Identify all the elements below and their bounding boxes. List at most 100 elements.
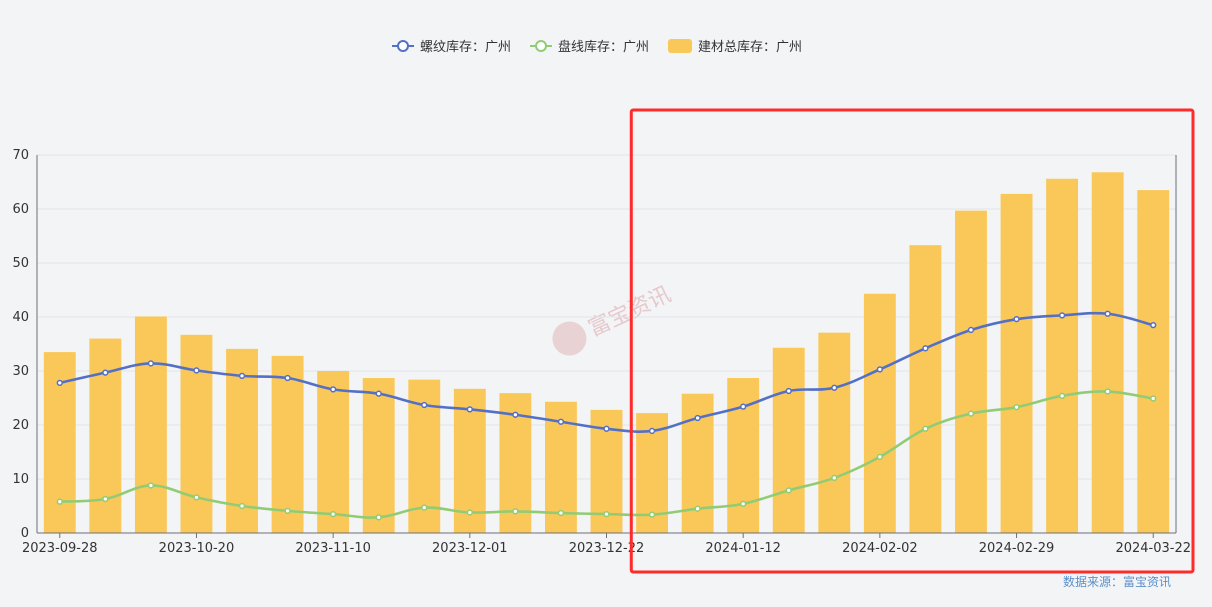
series-point (648, 427, 656, 435)
y-tick-label: 20 (12, 418, 29, 433)
series-point (922, 345, 929, 352)
y-tick-label: 70 (12, 148, 29, 163)
bar (955, 210, 987, 533)
legend-item-rebar[interactable]: 螺纹库存：广州 (392, 39, 511, 55)
watermark: 富宝资讯 (552, 282, 675, 356)
bar (271, 355, 304, 533)
x-tick-label: 2023-12-01 (432, 541, 508, 556)
series-point (831, 384, 838, 391)
bar (863, 293, 896, 533)
series-point (603, 510, 610, 518)
bar (89, 338, 122, 533)
series-point (967, 326, 975, 334)
y-axis-tick-labels: 0 10 20 30 40 50 60 70 (12, 148, 29, 541)
highlight-rectangle (629, 108, 1195, 574)
bar (134, 316, 167, 533)
series-point (1013, 404, 1020, 411)
series-point (603, 425, 610, 432)
legend-item-total[interactable]: 建材总库存：广州 (668, 39, 802, 55)
series-point (512, 508, 519, 515)
bar (1137, 190, 1170, 533)
series-point (329, 510, 337, 518)
series-point (1104, 388, 1111, 395)
series-point (466, 509, 473, 516)
legend-marker-wire-rod-icon (535, 40, 547, 52)
legend-item-wire-rod[interactable]: 盘线库存：广州 (530, 39, 649, 55)
series-point (284, 507, 291, 515)
x-tick-label: 2024-03-22 (1115, 541, 1191, 556)
bar (818, 332, 851, 533)
series-point (102, 369, 109, 376)
bar (727, 378, 760, 533)
line-series (56, 310, 1157, 521)
bar (226, 348, 258, 533)
series-point (421, 504, 428, 511)
x-tick-label: 2023-09-28 (22, 541, 98, 556)
series-point (785, 387, 792, 395)
series-point (421, 401, 428, 409)
bar (1091, 172, 1124, 533)
series-point (375, 514, 382, 521)
series-point (193, 367, 200, 374)
x-tick-label: 2023-12-22 (569, 541, 645, 556)
series-point (1150, 321, 1157, 329)
series-point (284, 374, 291, 382)
bar (772, 347, 805, 533)
y-tick-label: 10 (12, 472, 29, 487)
series-point (694, 505, 701, 512)
series-point (740, 500, 747, 507)
series-point (967, 410, 975, 417)
series-point (238, 372, 246, 380)
legend-marker-total-icon (668, 39, 692, 53)
legend-label-total: 建材总库存：广州 (698, 39, 802, 55)
series-point (876, 366, 884, 373)
x-tick-label: 2024-02-29 (979, 541, 1055, 556)
series-point (147, 482, 155, 489)
series-point (193, 494, 200, 501)
legend[interactable]: 螺纹库存：广州 盘线库存：广州 建材总库存：广州 (392, 39, 802, 55)
legend-marker-rebar-icon (397, 40, 409, 52)
y-tick-label: 40 (12, 310, 29, 325)
legend-label-wire-rod: 盘线库存：广州 (558, 39, 649, 55)
y-tick-label: 0 (21, 526, 29, 541)
series-point (329, 386, 337, 393)
series-point (1013, 316, 1020, 323)
series-point (831, 474, 838, 482)
watermark-logo-icon (552, 321, 587, 356)
legend-label-rebar: 螺纹库存：广州 (420, 39, 511, 55)
series-point (694, 414, 701, 422)
series-point (1104, 310, 1111, 317)
x-tick-label: 2023-10-20 (159, 541, 235, 556)
data-source-label: 数据来源：富宝资讯 (1063, 574, 1171, 589)
bar (180, 334, 213, 533)
series-point (557, 509, 565, 517)
series-point (1058, 392, 1066, 399)
series-point (238, 502, 246, 510)
series-point (648, 511, 656, 518)
bar (362, 378, 395, 533)
x-tick-label: 2024-02-02 (842, 541, 918, 556)
x-tick-label: 2023-11-10 (295, 541, 371, 556)
series-point (557, 418, 565, 425)
y-tick-label: 30 (12, 364, 29, 379)
series-point (876, 453, 884, 461)
series-point (375, 390, 382, 397)
series-point (785, 487, 792, 494)
highlight-box (629, 108, 1195, 574)
y-tick-label: 60 (12, 202, 29, 217)
bar (317, 371, 350, 533)
series-point (56, 498, 63, 505)
series-point (102, 495, 109, 503)
x-tick-label: 2024-01-12 (705, 541, 781, 556)
bar (1000, 193, 1033, 533)
series-point (922, 425, 929, 432)
bar (909, 245, 942, 533)
series-point (1058, 312, 1066, 319)
series-point (466, 406, 473, 413)
series-point (512, 411, 519, 418)
bar (453, 388, 486, 533)
y-tick-label: 50 (12, 256, 29, 271)
x-axis-tick-labels: 2023-09-28 2023-10-20 2023-11-10 2023-12-01… (22, 533, 1191, 556)
series-point (56, 379, 63, 387)
